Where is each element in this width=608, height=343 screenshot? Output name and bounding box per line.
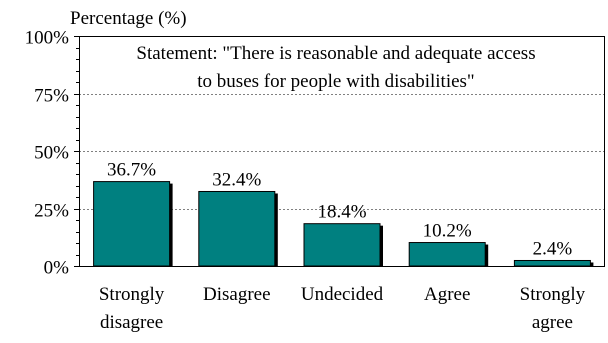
data-label-3: 10.2%	[423, 221, 472, 242]
bar-1	[198, 190, 276, 267]
y-tick-label-3: 75%	[34, 86, 69, 107]
data-label-0: 36.7%	[107, 160, 156, 181]
y-tick-label-4: 100%	[25, 28, 70, 49]
data-label-1: 32.4%	[212, 169, 261, 190]
statement-line-1: Statement: "There is reasonable and adeq…	[136, 43, 535, 64]
plot-frame	[79, 36, 605, 267]
y-axis-title: Percentage (%)	[70, 8, 187, 29]
category-label-4-1: agree	[532, 312, 573, 333]
category-label-1-0: Disagree	[203, 284, 271, 305]
y-tick-label-2: 50%	[34, 143, 69, 164]
category-label-0-0: Strongly	[99, 284, 165, 305]
category-label-0-1: disagree	[100, 312, 163, 333]
bar-2	[303, 223, 381, 267]
bar-layer	[93, 181, 594, 267]
data-label-2: 18.4%	[317, 202, 366, 223]
category-label-4-0: Strongly	[520, 284, 586, 305]
label-layer: Percentage (%) Statement: "There is reas…	[25, 8, 586, 333]
data-label-4: 2.4%	[533, 238, 573, 259]
bar-3	[408, 242, 486, 267]
y-tick-label-1: 25%	[34, 201, 69, 222]
axis-layer	[74, 36, 605, 267]
statement-line-2: to buses for people with disabilities"	[197, 71, 474, 92]
y-tick-label-0: 0%	[44, 258, 70, 279]
bar-4	[513, 259, 591, 267]
category-label-2-0: Undecided	[301, 284, 384, 305]
bar-0	[93, 181, 171, 267]
category-label-3-0: Agree	[424, 284, 470, 305]
